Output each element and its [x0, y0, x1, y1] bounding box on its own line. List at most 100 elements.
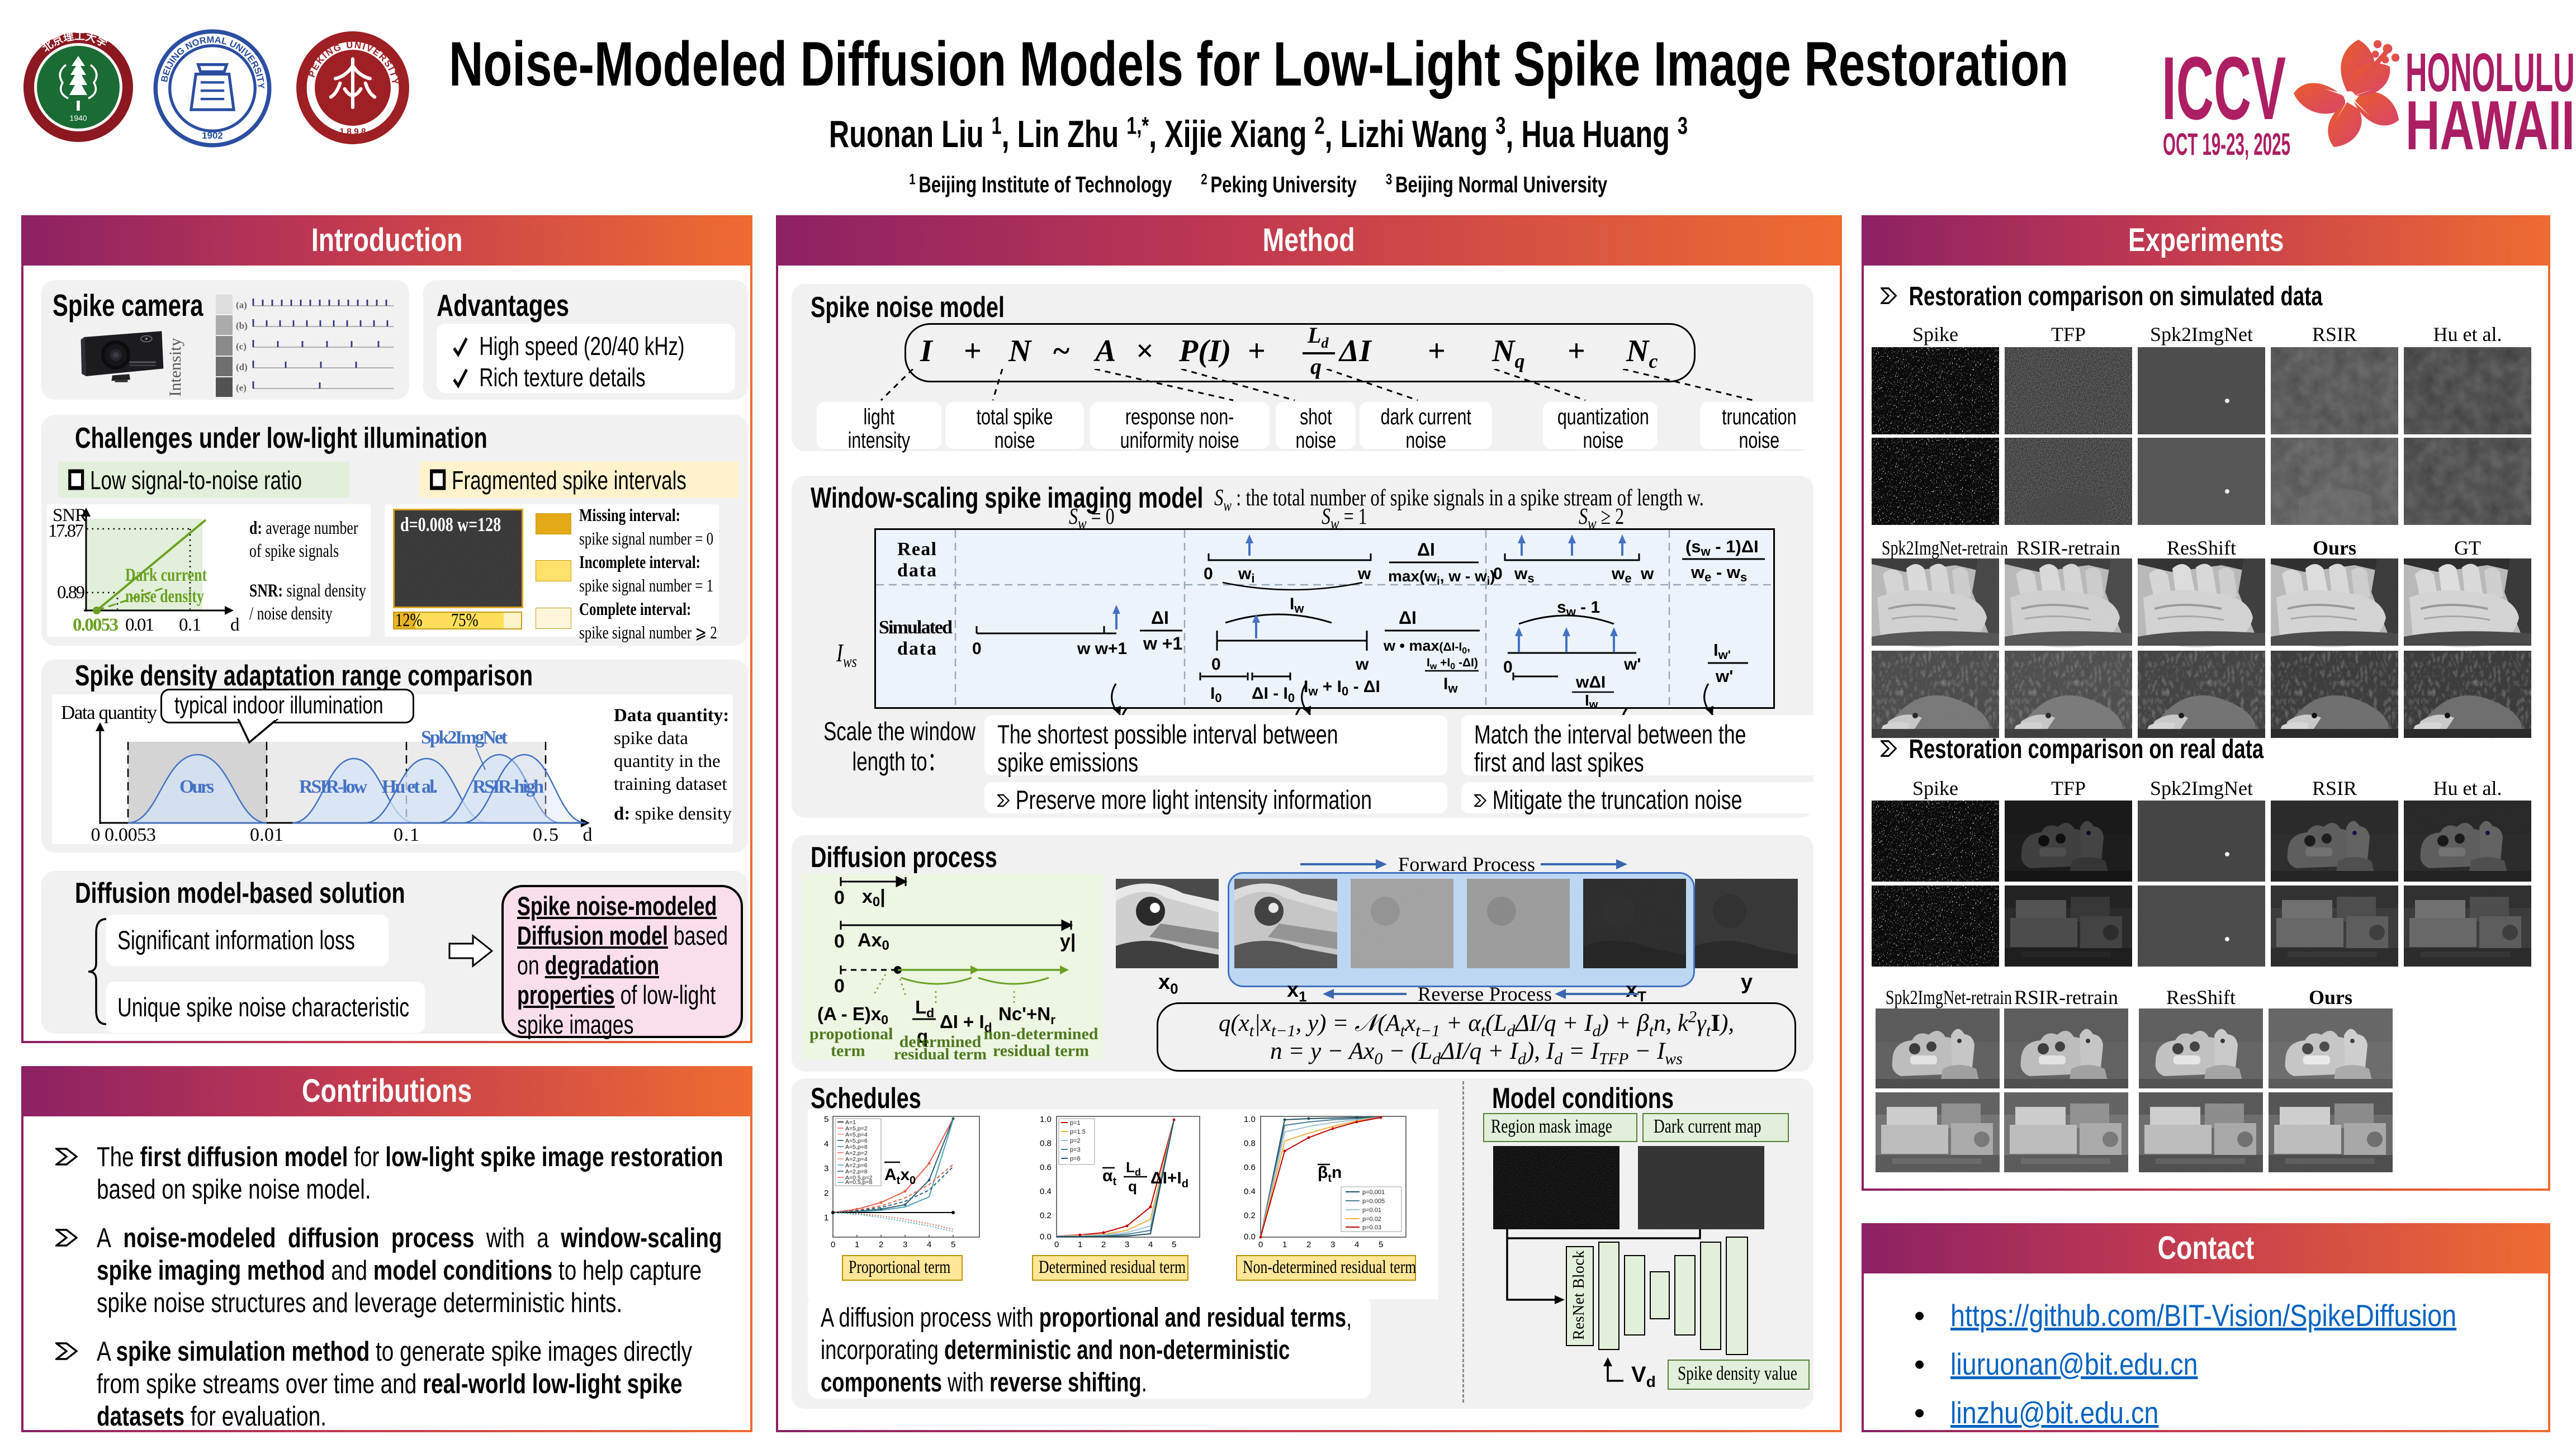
- svg-text:ΔI: ΔI: [1417, 539, 1435, 560]
- svg-text:0: 0: [834, 931, 845, 952]
- svg-text:0: 0: [91, 825, 101, 844]
- svg-text:2: 2: [824, 1188, 828, 1198]
- svg-text:propotional: propotional: [809, 1025, 893, 1043]
- svg-text:Atx0: Atx0: [884, 1166, 916, 1187]
- svg-text:p=3: p=3: [1070, 1147, 1081, 1153]
- svg-text:OCT 19-23, 2025: OCT 19-23, 2025: [2163, 127, 2290, 162]
- svg-text:w: w: [1355, 655, 1369, 674]
- svg-text:ws: ws: [1514, 565, 1535, 585]
- svg-text:0.4: 0.4: [1244, 1187, 1256, 1196]
- svg-text:0: 0: [972, 640, 982, 658]
- svg-text:ResNet Block: ResNet Block: [1570, 1251, 1588, 1340]
- svg-text:p=1.5: p=1.5: [1070, 1129, 1086, 1135]
- svg-text:0.01: 0.01: [250, 825, 283, 844]
- svg-text:x0|: x0|: [862, 886, 886, 910]
- svg-text:A=5,p=4: A=5,p=4: [845, 1131, 868, 1138]
- svg-text:RSIR-low: RSIR-low: [299, 776, 367, 797]
- svg-text:residual term: residual term: [894, 1045, 987, 1059]
- svg-text:0: 0: [1493, 565, 1503, 583]
- svg-text:3: 3: [1125, 1240, 1129, 1249]
- svg-text:Reverse Process: Reverse Process: [1418, 983, 1552, 1005]
- svg-text:A=5,p=6: A=5,p=6: [845, 1138, 868, 1144]
- svg-text:term: term: [831, 1041, 865, 1059]
- svg-text:d: d: [230, 615, 240, 635]
- svg-text:5: 5: [951, 1240, 955, 1249]
- svg-text:0: 0: [1204, 565, 1213, 583]
- svg-text:1: 1: [855, 1240, 859, 1249]
- svg-text:Simulated: Simulated: [879, 617, 953, 638]
- svg-text:A=0.5,p=2: A=0.5,p=2: [845, 1175, 873, 1181]
- svg-text:A=0.5,p=8: A=0.5,p=8: [845, 1179, 873, 1186]
- svg-text:1 8 9 8: 1 8 9 8: [339, 127, 366, 136]
- svg-text:Ld: Ld: [915, 997, 934, 1020]
- svg-text:0.1: 0.1: [179, 615, 201, 635]
- svg-text:0.0053: 0.0053: [73, 615, 119, 635]
- svg-text:3: 3: [903, 1240, 907, 1249]
- svg-text:0.0: 0.0: [1244, 1232, 1256, 1242]
- svg-text:Iw +I0 -ΔI): Iw +I0 -ΔI): [1427, 656, 1478, 671]
- svg-text:p=0.01: p=0.01: [1362, 1207, 1381, 1214]
- svg-text:2: 2: [1101, 1240, 1106, 1249]
- svg-text:Data quantity: Data quantity: [61, 702, 158, 723]
- svg-text:3: 3: [824, 1164, 828, 1173]
- svg-text:(a): (a): [236, 300, 247, 310]
- svg-text:p=0.02: p=0.02: [1362, 1216, 1381, 1223]
- svg-text:4: 4: [824, 1139, 828, 1149]
- svg-text:Iw: Iw: [1443, 675, 1458, 695]
- svg-text:A=1: A=1: [845, 1119, 856, 1126]
- svg-text:p=0.03: p=0.03: [1362, 1224, 1381, 1231]
- svg-text:17.87: 17.87: [48, 521, 84, 541]
- svg-text:Iw: Iw: [1290, 595, 1304, 615]
- svg-text:Hu et al.: Hu et al.: [382, 776, 438, 797]
- svg-text:0: 0: [834, 887, 845, 908]
- svg-text:wΔI: wΔI: [1575, 673, 1606, 692]
- svg-text:residual term: residual term: [993, 1041, 1089, 1059]
- svg-text:Ours: Ours: [179, 776, 214, 797]
- svg-text:0.6: 0.6: [1244, 1163, 1256, 1172]
- svg-text:(e): (e): [236, 382, 247, 393]
- svg-text:w': w': [1623, 655, 1641, 674]
- svg-text:0.4: 0.4: [1040, 1187, 1052, 1196]
- svg-text:(sw - 1)ΔI: (sw - 1)ΔI: [1685, 537, 1759, 558]
- svg-text:q: q: [917, 1026, 928, 1046]
- svg-text:Forward Process: Forward Process: [1398, 853, 1535, 875]
- svg-text:sw - 1: sw - 1: [1557, 598, 1600, 619]
- svg-text:1.0: 1.0: [1244, 1115, 1256, 1124]
- svg-text:ΔI: ΔI: [1399, 608, 1417, 628]
- svg-text:0.01: 0.01: [125, 615, 154, 635]
- svg-text:w • max(ΔI-I0,: w • max(ΔI-I0,: [1383, 637, 1470, 656]
- svg-text:y|: y|: [1060, 931, 1076, 952]
- svg-text:ΔI + Id: ΔI + Id: [940, 1011, 992, 1035]
- svg-text:p=6: p=6: [1070, 1156, 1081, 1162]
- svg-text:I0: I0: [1210, 684, 1222, 705]
- svg-text:1: 1: [824, 1213, 828, 1223]
- svg-text:w': w': [1715, 666, 1733, 686]
- svg-text:0.8: 0.8: [1244, 1139, 1256, 1148]
- svg-text:data: data: [897, 638, 936, 659]
- svg-text:d: d: [583, 825, 593, 844]
- svg-text:determined: determined: [899, 1033, 982, 1051]
- svg-text:(c): (c): [236, 341, 247, 352]
- svg-text:ΔI: ΔI: [1151, 608, 1169, 628]
- svg-text:max(wi, w - wi): max(wi, w - wi): [1388, 567, 1495, 588]
- svg-text:HAWAII: HAWAII: [2405, 87, 2575, 164]
- svg-text:ICCV: ICCV: [2162, 39, 2286, 139]
- svg-text:ΔI - I0: ΔI - I0: [1252, 684, 1295, 705]
- svg-text:0.5: 0.5: [533, 825, 558, 844]
- svg-text:4: 4: [1148, 1240, 1153, 1249]
- svg-text:0.0053: 0.0053: [105, 825, 156, 844]
- svg-text:Iw: Iw: [1585, 692, 1598, 707]
- svg-text:1902: 1902: [202, 130, 223, 141]
- svg-text:5: 5: [1379, 1240, 1383, 1249]
- svg-text:0.2: 0.2: [1244, 1211, 1256, 1220]
- svg-text:5: 5: [824, 1115, 828, 1124]
- svg-text:0: 0: [831, 1240, 835, 1249]
- svg-text:1: 1: [1078, 1240, 1082, 1249]
- svg-text:we: we: [1611, 565, 1632, 585]
- svg-text:0: 0: [1258, 1240, 1263, 1249]
- svg-text:Real: Real: [897, 539, 936, 560]
- svg-text:data: data: [897, 560, 936, 581]
- svg-text:3: 3: [1330, 1240, 1335, 1249]
- svg-text:(b): (b): [236, 320, 248, 331]
- svg-text:non-determined: non-determined: [984, 1025, 1098, 1043]
